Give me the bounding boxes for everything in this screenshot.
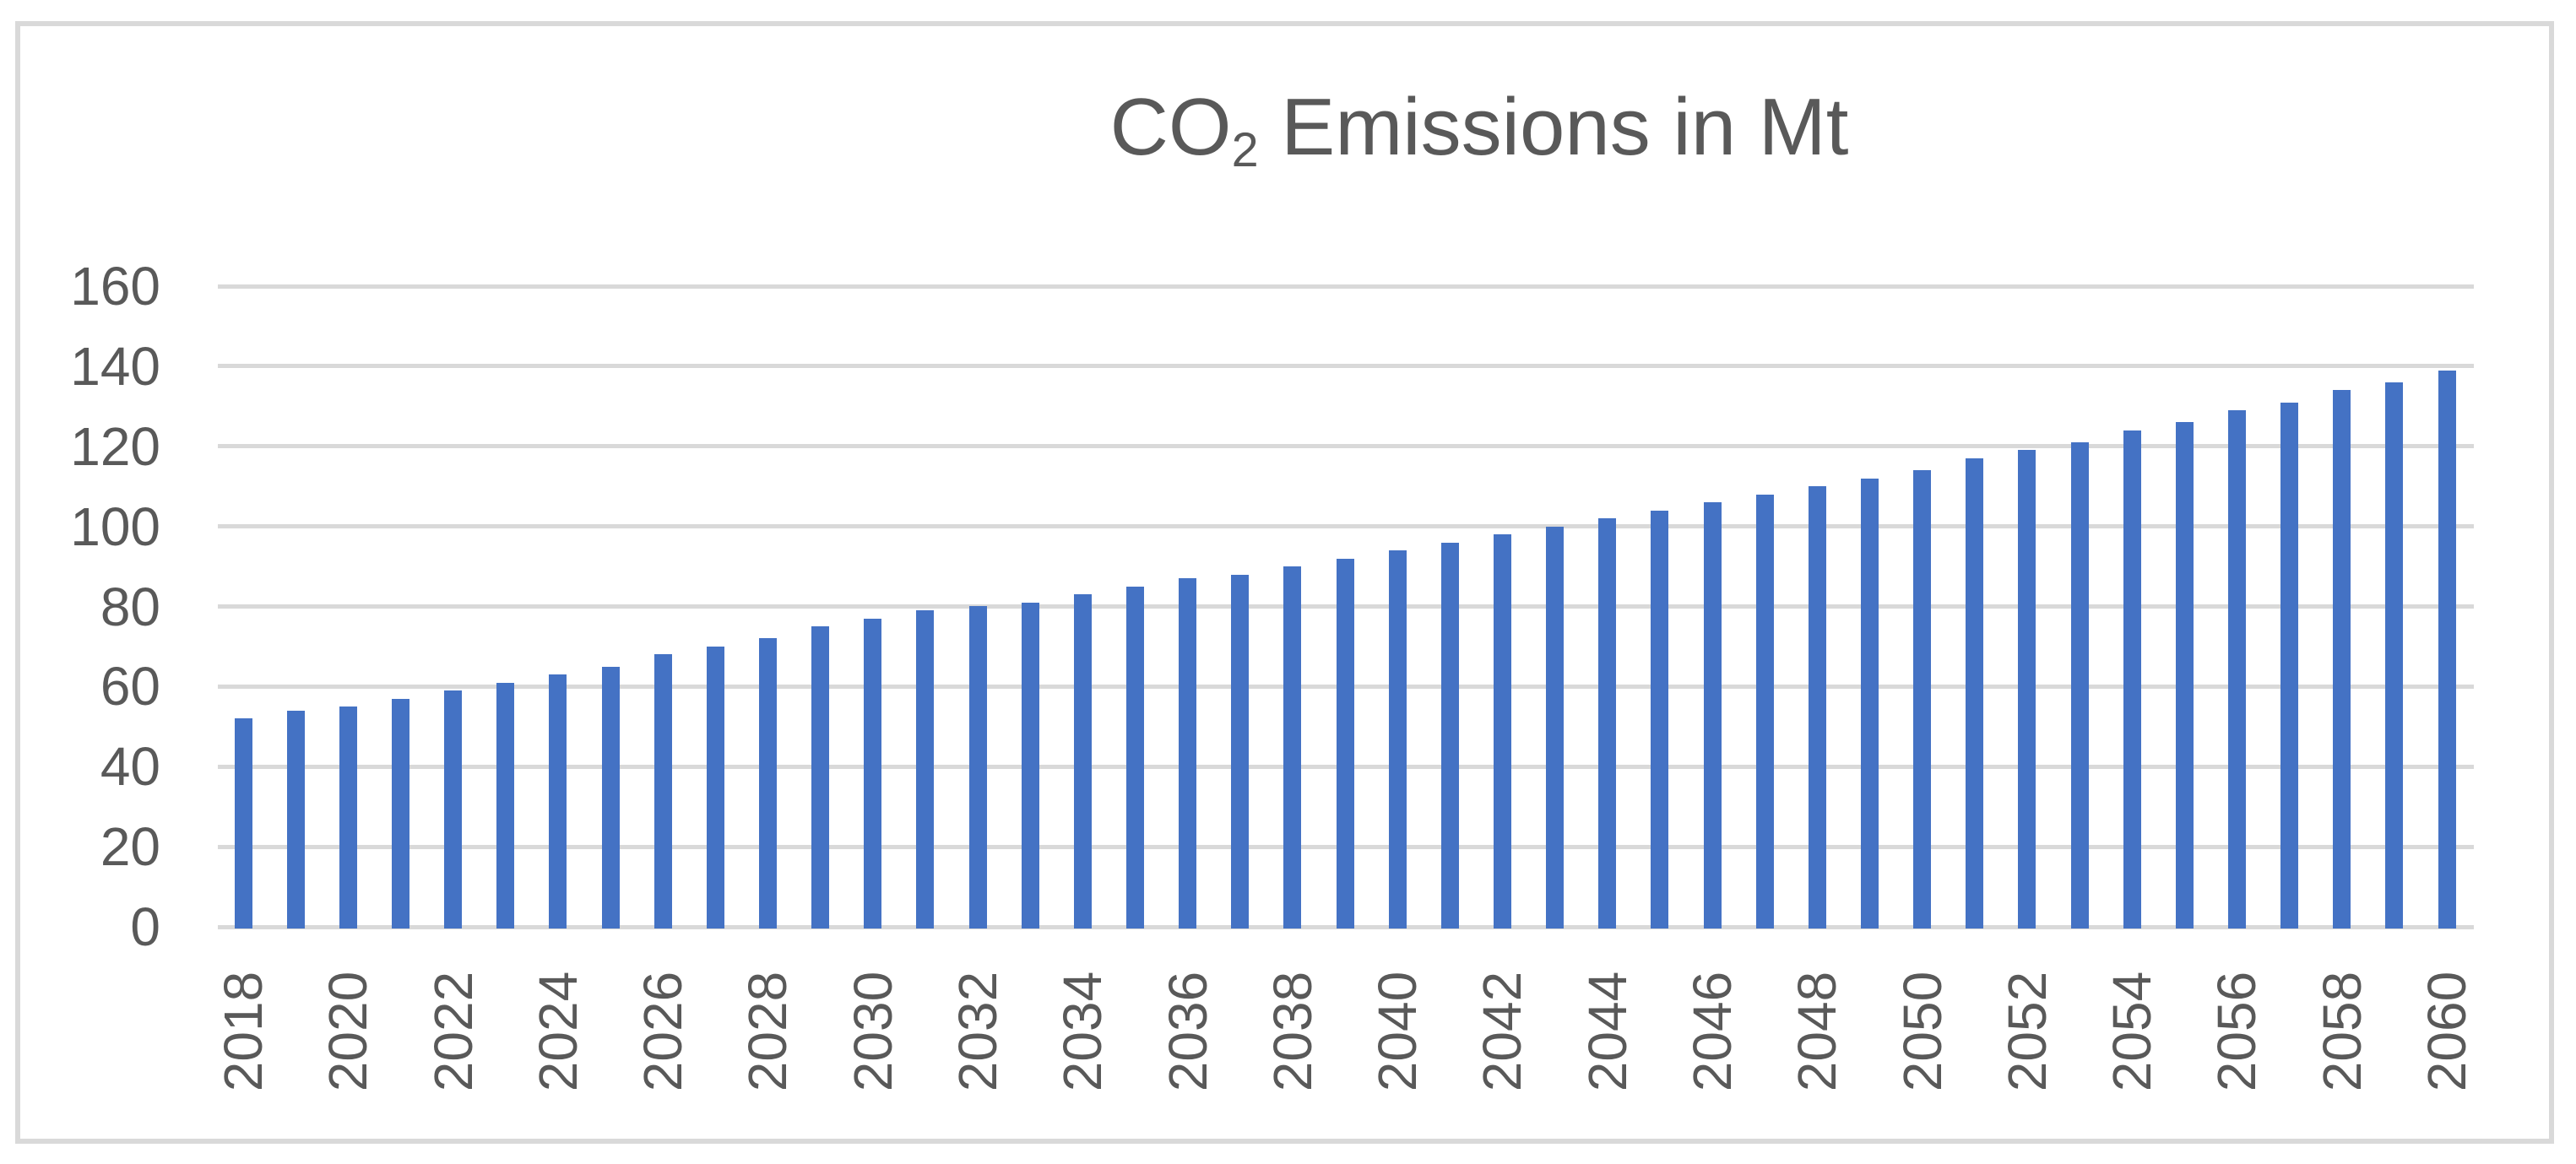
bar-2022 xyxy=(444,690,462,928)
bar-2031 xyxy=(916,610,934,928)
chart-frame xyxy=(15,21,2554,1144)
bar-2024 xyxy=(549,674,567,928)
x-axis-tick-label-text: 2028 xyxy=(737,971,798,1092)
gridline-y-100 xyxy=(218,524,2474,528)
bar-2032 xyxy=(969,606,987,928)
bar-2027 xyxy=(707,647,724,928)
x-axis-tick-label-text: 2032 xyxy=(947,971,1008,1092)
y-axis-tick-label-20: 20 xyxy=(100,816,160,877)
x-axis-tick-label-text: 2044 xyxy=(1577,971,1638,1092)
x-axis-tick-label-text: 2036 xyxy=(1158,971,1218,1092)
gridline-y-160 xyxy=(218,284,2474,289)
x-axis-tick-label-text: 2050 xyxy=(1892,971,1953,1092)
bar-2058 xyxy=(2333,390,2351,928)
bar-2057 xyxy=(2280,403,2298,928)
y-axis-tick-label-120: 120 xyxy=(70,416,160,477)
chart-title-subscript: 2 xyxy=(1231,122,1259,177)
bar-2041 xyxy=(1441,543,1459,928)
bar-2039 xyxy=(1337,559,1354,928)
bar-2040 xyxy=(1389,550,1407,928)
bar-2049 xyxy=(1861,479,1879,928)
bar-2053 xyxy=(2071,442,2089,928)
bar-2033 xyxy=(1022,603,1039,928)
bar-2054 xyxy=(2123,430,2141,928)
bar-2056 xyxy=(2228,410,2246,928)
bar-2060 xyxy=(2438,371,2456,928)
bar-2050 xyxy=(1913,470,1931,928)
gridline-y-140 xyxy=(218,364,2474,368)
x-axis-tick-label-text: 2022 xyxy=(423,971,484,1092)
bar-2051 xyxy=(1966,458,1983,928)
bar-2020 xyxy=(339,707,357,928)
x-axis-tick-label-text: 2024 xyxy=(528,971,588,1092)
x-axis-tick-label-text: 2018 xyxy=(213,971,274,1092)
bar-2046 xyxy=(1704,502,1722,928)
chart-title-suffix: Emissions in Mt xyxy=(1258,82,1849,172)
x-axis-tick-label-text: 2034 xyxy=(1052,971,1113,1092)
y-axis-tick-label-40: 40 xyxy=(100,736,160,797)
x-axis-tick-label-text: 2030 xyxy=(843,971,903,1092)
x-axis-tick-label-text: 2058 xyxy=(2312,971,2373,1092)
y-axis-tick-label-160: 160 xyxy=(70,256,160,317)
chart-title: CO2 Emissions in Mt xyxy=(1057,81,1901,177)
bar-2028 xyxy=(759,638,777,928)
bar-2030 xyxy=(864,619,881,928)
x-axis-tick-label-text: 2026 xyxy=(632,971,693,1092)
bar-2026 xyxy=(654,654,672,928)
x-axis-tick-label-text: 2038 xyxy=(1262,971,1323,1092)
bar-2025 xyxy=(602,667,620,928)
bar-2023 xyxy=(496,683,514,928)
bar-2018 xyxy=(235,718,252,928)
bar-2034 xyxy=(1074,594,1092,928)
y-axis-tick-label-140: 140 xyxy=(70,336,160,397)
bar-2052 xyxy=(2018,450,2036,928)
x-axis-tick-label-text: 2042 xyxy=(1472,971,1532,1092)
bar-2029 xyxy=(811,626,829,928)
bar-2047 xyxy=(1756,495,1774,928)
x-axis-tick-label-text: 2054 xyxy=(2101,971,2162,1092)
bar-2038 xyxy=(1283,566,1301,928)
y-axis-tick-label-0: 0 xyxy=(130,896,160,957)
x-axis-tick-label-text: 2060 xyxy=(2416,971,2477,1092)
bar-2044 xyxy=(1598,518,1616,928)
x-axis-tick-label-text: 2020 xyxy=(317,971,378,1092)
bar-2021 xyxy=(392,699,409,928)
x-axis-tick-label-text: 2048 xyxy=(1787,971,1847,1092)
y-axis-tick-label-80: 80 xyxy=(100,577,160,637)
y-axis-tick-label-60: 60 xyxy=(100,656,160,717)
bar-2037 xyxy=(1231,575,1249,928)
x-axis-tick-label-text: 2040 xyxy=(1367,971,1428,1092)
bar-2055 xyxy=(2176,422,2194,928)
chart-title-prefix: CO xyxy=(1109,82,1232,172)
bar-2059 xyxy=(2385,382,2403,928)
bar-2045 xyxy=(1651,511,1668,928)
x-axis-tick-label-text: 2056 xyxy=(2206,971,2267,1092)
x-axis-tick-label-text: 2052 xyxy=(1997,971,2058,1092)
gridline-y-120 xyxy=(218,444,2474,448)
bar-2043 xyxy=(1546,527,1564,928)
bar-2019 xyxy=(287,711,305,928)
bar-2048 xyxy=(1809,486,1826,928)
bar-2035 xyxy=(1126,587,1144,928)
bar-2042 xyxy=(1494,534,1511,928)
x-axis-tick-label-text: 2046 xyxy=(1682,971,1743,1092)
bar-2036 xyxy=(1179,578,1196,928)
y-axis-tick-label-100: 100 xyxy=(70,496,160,557)
